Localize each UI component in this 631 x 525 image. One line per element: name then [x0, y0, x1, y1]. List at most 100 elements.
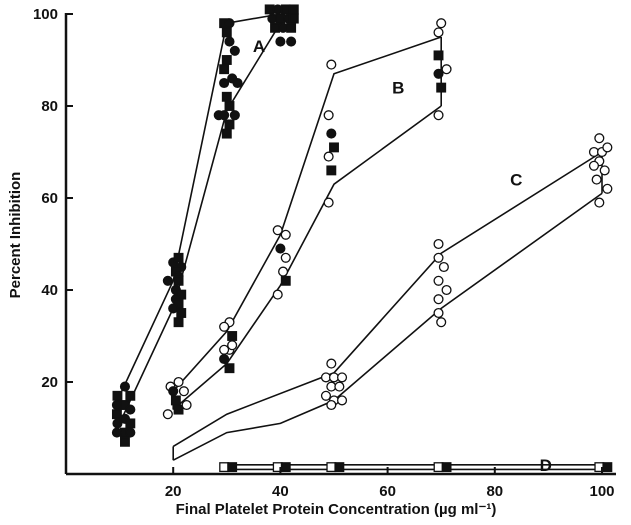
point-a-square [286, 22, 297, 33]
point-b-circle [219, 321, 230, 332]
point-b-circle [280, 229, 291, 240]
point-a-circle [112, 418, 123, 429]
point-a-circle [168, 303, 179, 314]
point-b-circle [178, 386, 189, 397]
point-d-square [219, 462, 230, 473]
point-a-circle [232, 77, 243, 89]
point-a-square [173, 252, 184, 263]
point-c-circle [594, 197, 605, 208]
point-a-circle [229, 110, 240, 121]
band-a-lower [118, 22, 282, 424]
point-d-square [334, 462, 345, 473]
point-c-circle [433, 238, 444, 250]
point-a-square [224, 101, 235, 111]
y-tick-label: 20 [41, 374, 58, 391]
point-b-circle [181, 399, 192, 411]
point-b-circle [323, 197, 334, 208]
band-b-lower [172, 105, 442, 411]
point-a-circle [275, 36, 286, 47]
point-a-square [219, 64, 230, 75]
point-c-circle [602, 142, 613, 153]
point-a-circle [125, 427, 136, 438]
point-a-square [224, 119, 235, 130]
point-c-circle [326, 358, 337, 369]
x-tick-label: 80 [486, 483, 503, 500]
point-a-circle [224, 36, 235, 47]
point-a-circle [162, 275, 173, 286]
point-a-square [173, 317, 184, 328]
x-tick-label: 20 [165, 483, 182, 500]
x-tick-label: 40 [272, 483, 289, 500]
point-c-circle [326, 399, 337, 411]
point-a-square [221, 91, 232, 102]
point-b-circle [272, 225, 283, 236]
point-c-circle [433, 252, 444, 263]
point-c-circle [599, 165, 610, 176]
axis-ticks: 20 40 60 80 100 20 40 60 80 100 [33, 6, 615, 500]
point-b-circle [280, 252, 291, 263]
point-b-square [329, 142, 339, 153]
data-points [111, 4, 613, 473]
point-a-circle [219, 77, 230, 89]
point-a-square [221, 55, 232, 65]
point-c-circle [438, 261, 449, 273]
point-a-square [125, 390, 136, 401]
point-b-circle [162, 409, 173, 420]
y-axis-title: Percent Inhibition [7, 172, 24, 299]
point-a-square [221, 128, 232, 139]
point-d-square [433, 462, 444, 473]
point-a-square [112, 390, 123, 401]
point-b-circle [278, 266, 289, 277]
point-c-circle [591, 174, 602, 185]
point-b-circle [219, 344, 230, 355]
point-a-circle [119, 381, 131, 392]
point-a-circle [229, 45, 240, 56]
point-a-circle [125, 404, 136, 415]
point-a-circle [272, 4, 283, 15]
point-b-circle [436, 18, 447, 29]
point-c-circle [594, 133, 605, 144]
group-label-c: C [510, 171, 522, 190]
point-a-square [125, 418, 136, 429]
point-b-circle [219, 353, 230, 365]
band-b-upper [172, 36, 442, 392]
point-c-circle [433, 275, 444, 286]
band-a-upper [118, 13, 281, 397]
point-d-square [602, 462, 613, 473]
point-b-circle [433, 110, 444, 121]
point-a-square [173, 275, 184, 286]
point-d-square [280, 462, 291, 473]
point-a-square [221, 27, 232, 38]
band-c-upper [172, 151, 603, 448]
point-c-circle [433, 294, 444, 305]
point-c-circle [336, 372, 348, 383]
group-bands [118, 13, 603, 471]
y-tick-label: 40 [41, 282, 58, 299]
band-c-lower [172, 192, 603, 461]
point-d-square [227, 462, 238, 473]
point-d-square [326, 462, 337, 473]
point-c-circle [336, 395, 348, 406]
group-labels: A B C D [253, 37, 552, 475]
point-c-circle [602, 183, 613, 194]
y-tick-label: 60 [41, 190, 58, 207]
point-c-circle [433, 307, 444, 319]
y-tick-label: 80 [41, 98, 58, 115]
point-a-circle [286, 36, 297, 47]
point-b-square [326, 165, 337, 176]
group-label-a: A [253, 37, 265, 56]
point-b-circle [441, 64, 452, 75]
point-a-square [111, 409, 122, 420]
group-label-b: B [392, 79, 404, 98]
point-c-circle [334, 381, 345, 392]
point-a-circle [111, 427, 122, 438]
point-b-square [280, 275, 291, 286]
group-label-d: D [540, 456, 552, 475]
point-b-circle [323, 110, 334, 121]
point-b-circle [168, 386, 179, 397]
point-a-circle [278, 22, 289, 33]
point-b-circle [326, 59, 337, 70]
x-tick-label: 100 [589, 483, 614, 500]
x-tick-label: 60 [379, 483, 396, 500]
point-a-circle [111, 399, 122, 411]
